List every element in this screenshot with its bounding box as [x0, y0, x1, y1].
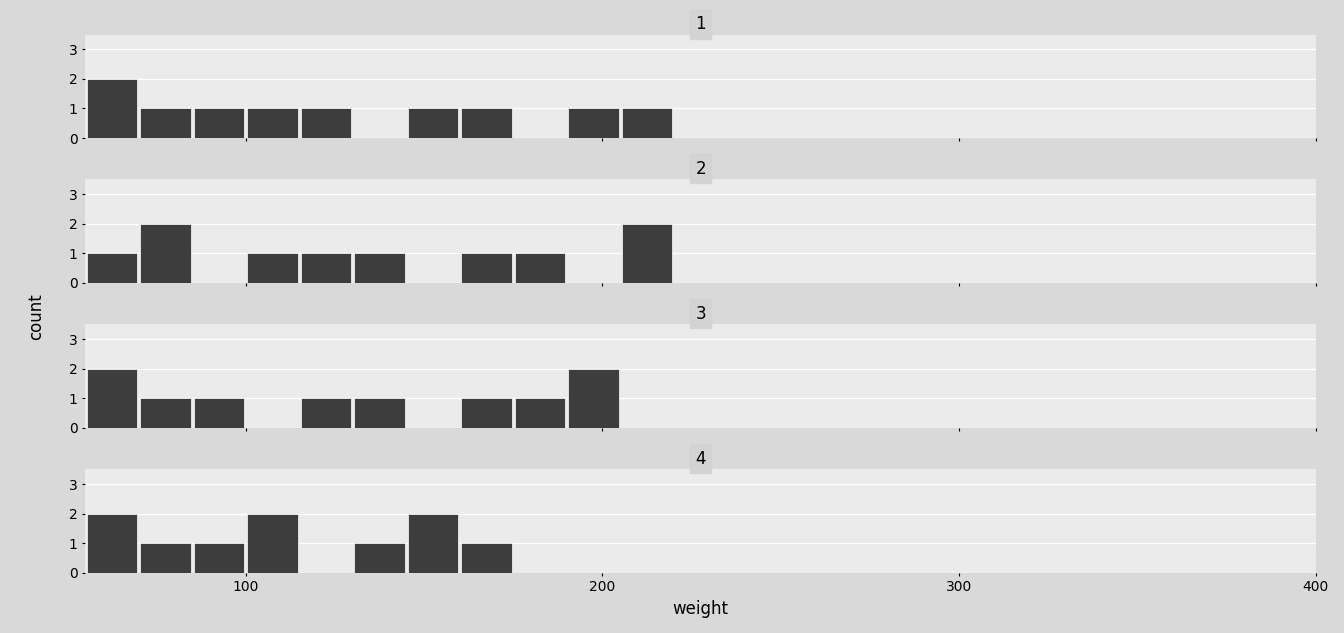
Bar [140, 543, 191, 573]
Bar [301, 398, 352, 428]
Bar [407, 513, 458, 573]
Bar [353, 398, 405, 428]
Title: 1: 1 [695, 15, 706, 33]
Bar [515, 398, 566, 428]
Bar [86, 253, 137, 283]
Bar [86, 79, 137, 138]
Bar [461, 543, 512, 573]
Bar [569, 369, 620, 428]
Bar [301, 108, 352, 138]
Bar [461, 253, 512, 283]
Bar [407, 108, 458, 138]
Bar [86, 369, 137, 428]
Bar [194, 398, 245, 428]
Bar [247, 253, 298, 283]
Bar [140, 108, 191, 138]
Bar [140, 398, 191, 428]
Bar [247, 513, 298, 573]
Bar [461, 108, 512, 138]
Title: 2: 2 [695, 160, 706, 178]
Bar [622, 224, 672, 283]
Bar [515, 253, 566, 283]
Text: count: count [27, 293, 44, 340]
Bar [569, 108, 620, 138]
Bar [353, 543, 405, 573]
Bar [140, 224, 191, 283]
X-axis label: weight: weight [672, 600, 728, 618]
Bar [247, 108, 298, 138]
Bar [622, 108, 672, 138]
Bar [86, 513, 137, 573]
Bar [194, 543, 245, 573]
Bar [353, 253, 405, 283]
Bar [461, 398, 512, 428]
Title: 4: 4 [695, 449, 706, 468]
Bar [301, 253, 352, 283]
Title: 3: 3 [695, 305, 706, 323]
Bar [194, 108, 245, 138]
